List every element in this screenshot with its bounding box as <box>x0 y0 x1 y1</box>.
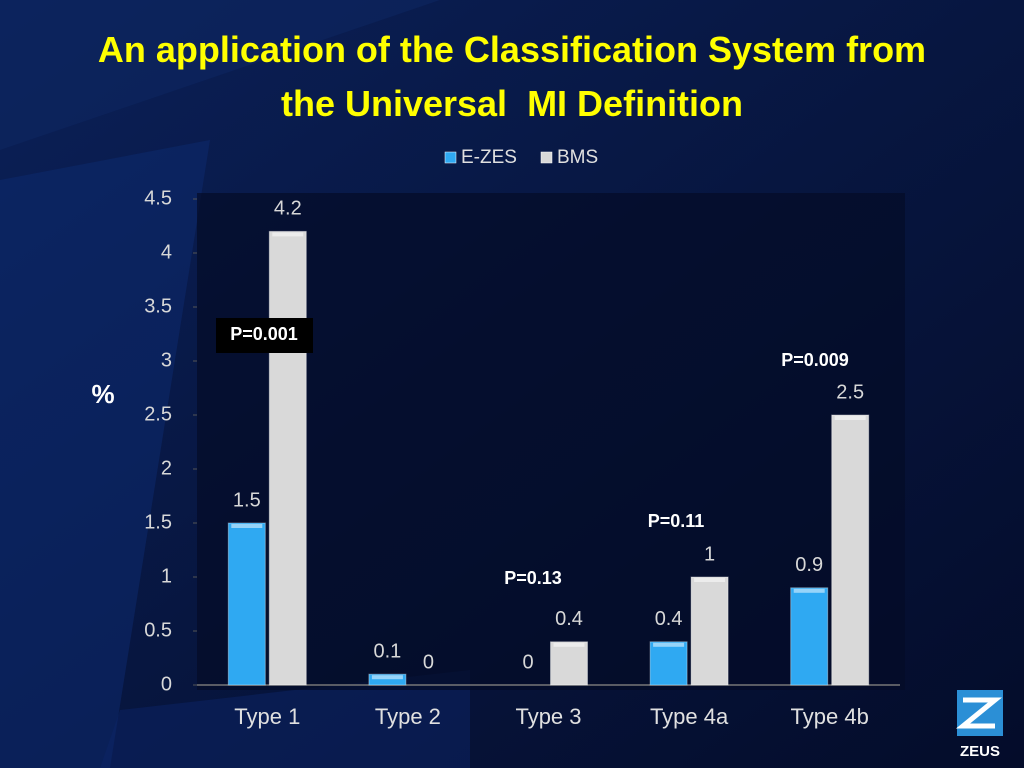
title-line: the Universal MI Definition <box>281 83 743 124</box>
bar-highlight <box>834 416 866 420</box>
data-label: 0.4 <box>555 608 583 630</box>
y-tick-label: 2 <box>161 457 172 479</box>
bar-highlight <box>231 524 263 528</box>
x-tick-label: Type 1 <box>234 704 300 729</box>
y-tick-label: 2.5 <box>144 403 172 425</box>
data-label: 4.2 <box>274 198 302 220</box>
bar <box>831 414 870 686</box>
annotation: P=0.11 <box>648 511 705 531</box>
chart-title: An application of the Classification Sys… <box>98 29 926 124</box>
data-label: 0.1 <box>373 640 401 662</box>
bar-highlight <box>553 642 585 647</box>
bg-shape <box>0 0 440 150</box>
bg-shape <box>100 670 470 768</box>
data-label: 1.5 <box>233 489 261 511</box>
x-tick-label: Type 3 <box>515 704 581 729</box>
plot-area <box>197 193 905 690</box>
x-tick-label: Type 4a <box>650 704 729 729</box>
bar <box>227 522 266 686</box>
y-tick-label: 4.5 <box>144 187 172 209</box>
y-tick-label: 1 <box>161 565 172 587</box>
data-label: 0 <box>423 651 434 673</box>
x-tick-label: Type 4b <box>791 704 869 729</box>
annotation: P=0.001 <box>230 324 298 344</box>
bar <box>268 230 307 686</box>
bar-highlight <box>653 642 685 647</box>
bar <box>368 673 407 686</box>
y-tick-label: 0.5 <box>144 619 172 641</box>
legend-label: BMS <box>557 147 598 168</box>
logo: ZEUS <box>955 690 1003 760</box>
bar <box>690 576 729 686</box>
annotation: P=0.009 <box>781 350 849 370</box>
bar-highlight <box>793 588 825 593</box>
data-label: 0.4 <box>655 608 683 630</box>
title-line: An application of the Classification Sys… <box>98 29 926 70</box>
y-tick-label: 3 <box>161 349 172 371</box>
annotation-box <box>216 318 313 353</box>
legend-label: E-ZES <box>461 147 517 168</box>
logo-z <box>955 697 1003 729</box>
data-label: 1 <box>704 543 715 565</box>
y-tick-label: 3.5 <box>144 295 172 317</box>
y-tick-label: 4 <box>161 241 172 263</box>
legend-swatch <box>540 151 553 164</box>
bar-highlight <box>272 232 304 237</box>
bar-highlight <box>371 675 403 680</box>
bg-shape <box>0 140 210 768</box>
y-axis-label: % <box>91 379 114 409</box>
data-label: 0 <box>522 651 533 673</box>
legend-swatch <box>444 151 457 164</box>
y-tick-label: 1.5 <box>144 511 172 533</box>
annotation: P=0.13 <box>504 568 562 588</box>
data-label: 0.9 <box>795 554 823 576</box>
bar <box>649 641 688 686</box>
x-tick-label: Type 2 <box>375 704 441 729</box>
bar <box>790 587 829 686</box>
y-tick-label: 0 <box>161 673 172 695</box>
logo-text: ZEUS <box>960 743 1000 760</box>
data-label: 2.5 <box>836 381 864 403</box>
bar <box>550 641 588 686</box>
bar-highlight <box>694 578 726 582</box>
